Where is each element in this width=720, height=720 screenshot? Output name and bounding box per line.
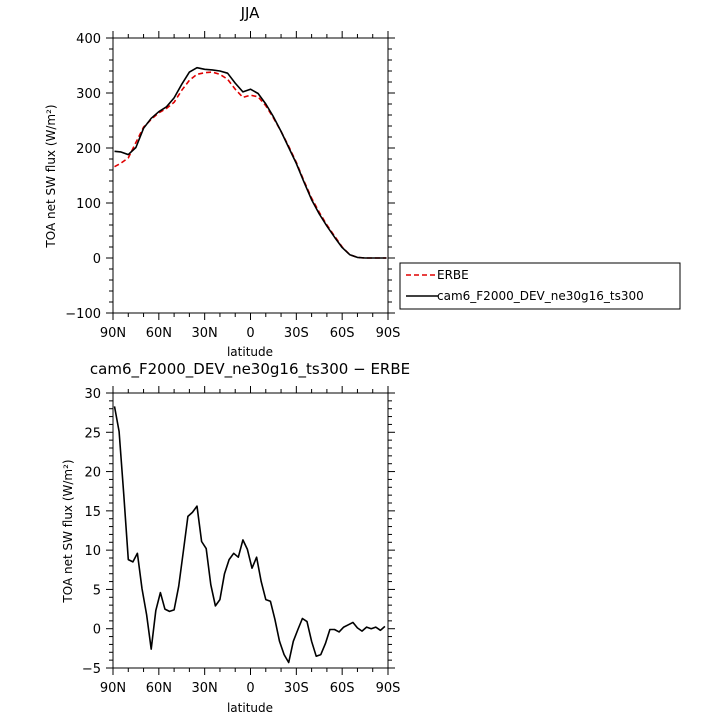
top-x-tick-label: 90N: [100, 326, 126, 341]
bottom-y-tick-label: 15: [84, 505, 101, 520]
top-y-tick-label: −100: [65, 307, 101, 322]
top-x-tick-label: 90S: [376, 326, 401, 341]
top-x-tick-label: 30N: [192, 326, 218, 341]
top-y-tick-label: 400: [76, 32, 101, 47]
legend: ERBE cam6_F2000_DEV_ne30g16_ts300: [399, 262, 681, 310]
top-x-tick-label: 30S: [284, 326, 309, 341]
top-x-tick-label: 0: [246, 326, 254, 341]
bottom-axis-ticks: 90N 60N 30N 0 30S 60S 90S −5 0 5 10 15 20 25 30: [82, 386, 401, 696]
top-series-group: [114, 66, 387, 259]
top-plot-frame: [112, 37, 389, 314]
bottom-y-tick-label: −5: [82, 662, 101, 677]
top-y-tick-label: 200: [76, 142, 101, 157]
top-series-line-cam6: [114, 66, 387, 259]
bottom-series-line-diff: [113, 406, 386, 664]
top-panel: JJA 90N 60N 30N 0 30S 60S 90S −100 0 100 200 300 400…: [44, 4, 681, 359]
legend-box: [399, 262, 681, 310]
bottom-x-tick-label: 90N: [100, 681, 126, 696]
top-y-axis-label: TOA net SW flux (W/m²): [44, 104, 58, 248]
bottom-y-tick-label: 5: [93, 583, 101, 598]
bottom-x-tick-label: 30S: [284, 681, 309, 696]
top-x-axis-label: latitude: [227, 345, 273, 359]
top-y-tick-label: 0: [93, 252, 101, 267]
top-y-tick-label: 300: [76, 87, 101, 102]
top-panel-title: JJA: [240, 4, 261, 22]
top-axis-ticks: 90N 60N 30N 0 30S 60S 90S −100 0 100 200 300 400: [65, 31, 400, 341]
bottom-series-group: [113, 406, 386, 664]
bottom-panel: cam6_F2000_DEV_ne30g16_ts300 − ERBE 90N 6…: [61, 360, 410, 715]
top-x-tick-label: 60S: [330, 326, 355, 341]
bottom-y-tick-label: 30: [84, 387, 101, 402]
bottom-x-tick-label: 0: [246, 681, 254, 696]
bottom-x-tick-label: 60N: [146, 681, 172, 696]
bottom-y-tick-label: 25: [84, 426, 101, 441]
bottom-x-tick-label: 60S: [330, 681, 355, 696]
bottom-panel-title: cam6_F2000_DEV_ne30g16_ts300 − ERBE: [90, 360, 410, 379]
bottom-x-axis-label: latitude: [227, 701, 273, 715]
top-y-tick-label: 100: [76, 197, 101, 212]
bottom-y-tick-label: 0: [93, 623, 101, 638]
bottom-x-tick-label: 30N: [192, 681, 218, 696]
legend-label-erbe: ERBE: [437, 268, 469, 282]
bottom-y-tick-label: 10: [84, 544, 101, 559]
top-series-line-erbe: [114, 71, 387, 259]
top-x-tick-label: 60N: [146, 326, 172, 341]
bottom-y-axis-label: TOA net SW flux (W/m²): [61, 459, 75, 603]
bottom-x-tick-label: 90S: [376, 681, 401, 696]
legend-label-cam6: cam6_F2000_DEV_ne30g16_ts300: [437, 289, 644, 303]
bottom-y-tick-label: 20: [84, 466, 101, 481]
